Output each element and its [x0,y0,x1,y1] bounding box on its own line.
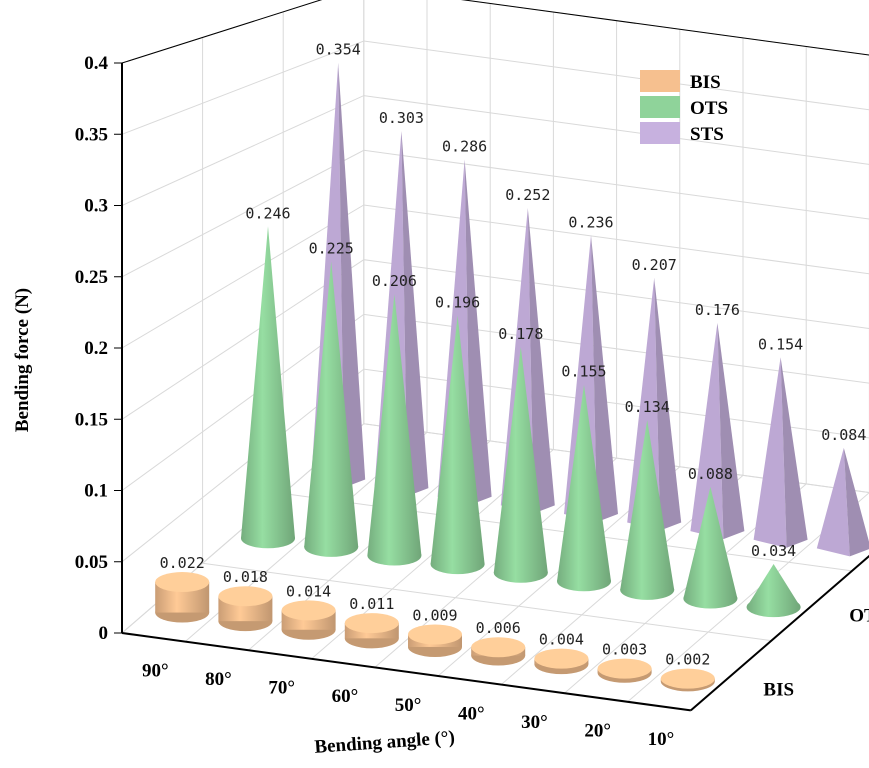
data-labels: 0.354 0.303 0.286 0.252 0.236 0.207 0.176 0.154… [160,41,867,669]
data-label-ots-3: 0.196 [435,294,480,312]
grid-line-h [121,313,869,491]
data-label-sts-4: 0.236 [568,213,613,231]
data-label-sts-7: 0.154 [758,335,803,353]
grid-line-h [121,40,869,135]
bar-bis-1 [218,586,273,632]
x-category-label: 70° [268,678,295,699]
bar-bis-5 [471,637,526,666]
data-label-ots-2: 0.206 [372,272,417,290]
data-label-ots-7: 0.088 [688,465,733,483]
data-label-sts-6: 0.176 [695,301,740,319]
legend-label-sts: STS [690,124,724,145]
y-axis-ticks: 0 0.05 0.1 0.15 0.2 0.25 0.3 0.35 0.4 [75,53,122,644]
frame-edge [121,632,691,712]
legend-swatch-bis [640,70,680,92]
bar-bis-0 [155,572,210,623]
y-tick-label: 0 [99,623,109,644]
frame-edge [121,0,323,64]
bar-bis-4 [408,624,462,657]
frame-edge [460,0,869,56]
bar-bis-6 [534,648,589,675]
frame-edge [690,554,869,712]
cone-ots-7 [683,486,738,609]
x-category-label: 10° [648,729,675,750]
data-label-ots-1: 0.225 [309,240,354,258]
legend-swatch-sts [640,122,680,144]
grid-line-h [121,204,869,349]
y-tick-label: 0.3 [84,196,108,217]
data-label-bis-7: 0.003 [602,641,647,659]
pyramid-sts-8 [816,447,869,557]
pyramid-sts-7 [753,357,808,548]
depth-category-label: BIS [763,680,794,701]
data-label-sts-2: 0.286 [442,138,487,156]
cone-ots-5 [557,384,611,592]
grid-line-h [121,149,869,278]
data-label-bis-3: 0.011 [349,595,394,613]
cone-ots-8 [746,563,801,618]
y-tick-label: 0.25 [75,267,108,288]
x-category-label: 60° [332,686,359,707]
chart-marks [155,62,869,692]
y-tick-label: 0.4 [84,53,108,74]
data-label-bis-4: 0.009 [412,606,457,624]
data-label-bis-6: 0.004 [539,631,584,649]
y-tick-label: 0.15 [75,409,108,430]
grid-line-h [121,259,869,420]
data-label-sts-5: 0.207 [632,256,677,274]
cone-ots-3 [430,315,485,575]
x-category-label: 90° [142,660,169,681]
legend-label-bis: BIS [690,72,721,93]
legend-label-ots: OTS [690,98,728,119]
x-category-label: 20° [584,721,611,742]
data-label-bis-2: 0.014 [286,582,331,600]
x-category-label: 40° [458,703,485,724]
bar-bis-7 [597,658,652,683]
y-tick-label: 0.05 [75,552,108,573]
data-label-bis-0: 0.022 [160,554,205,572]
data-label-sts-0: 0.354 [316,41,361,59]
grid-line-h [121,0,869,64]
data-label-bis-5: 0.006 [476,619,521,637]
y-axis-title: Bending force (N) [12,288,33,432]
cone-ots-1 [304,261,359,557]
y-tick-label: 0.2 [84,338,108,359]
x-category-label: 50° [395,695,422,716]
legend: BIS OTS STS [640,70,728,145]
data-label-ots-6: 0.134 [625,398,670,416]
x-category-label: 80° [205,669,232,690]
cone-ots-4 [493,346,548,583]
bar-bis-3 [344,613,399,649]
data-label-ots-4: 0.178 [498,325,543,343]
data-label-sts-1: 0.303 [379,109,424,127]
cone-ots-0 [241,226,295,549]
grid-line-h [121,95,869,206]
bar-bis-2 [281,600,336,640]
bar-bis-8 [660,668,715,692]
data-label-sts-3: 0.252 [505,186,550,204]
data-label-ots-0: 0.246 [245,204,290,222]
data-label-sts-8: 0.084 [821,426,866,444]
pyramid-sts-6 [690,322,745,540]
legend-swatch-ots [640,96,680,118]
data-label-bis-1: 0.018 [223,568,268,586]
y-tick-label: 0.35 [75,124,108,145]
data-label-bis-8: 0.002 [665,651,710,669]
depth-category-label: OTS [849,605,869,626]
data-label-ots-8: 0.034 [751,542,796,560]
x-axis-title: Bending angle (°) [314,727,456,758]
cone-ots-6 [620,419,675,600]
floor-grid-line [202,562,772,642]
x-category-label: 30° [521,712,548,733]
cone-ots-2 [367,294,422,566]
y-tick-label: 0.1 [84,481,108,502]
data-label-ots-5: 0.155 [561,363,606,381]
